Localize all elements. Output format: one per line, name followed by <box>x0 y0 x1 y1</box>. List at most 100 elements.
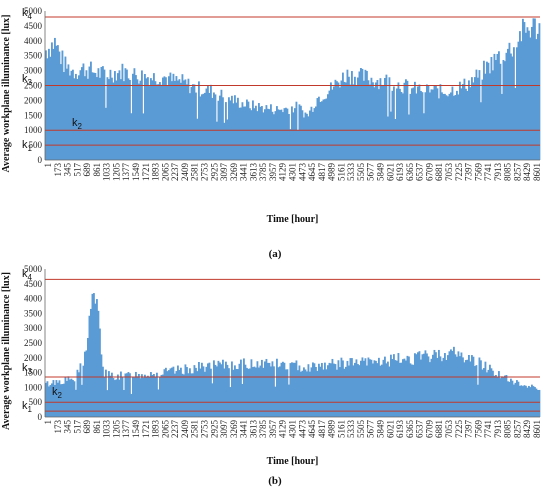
bar <box>438 349 440 417</box>
bar <box>75 73 77 160</box>
bar <box>466 91 469 160</box>
bar <box>268 362 271 417</box>
y-tick-label: 2000 <box>24 353 43 363</box>
bar <box>487 62 490 161</box>
bar <box>105 107 107 160</box>
bar <box>331 358 334 417</box>
bar <box>484 73 487 160</box>
bar <box>442 357 445 417</box>
y-tick-label: 5000 <box>24 264 43 274</box>
bar <box>493 375 496 417</box>
bar <box>334 364 337 417</box>
bar <box>312 111 314 160</box>
bar <box>243 106 245 160</box>
bar <box>273 114 275 160</box>
bar <box>157 84 160 160</box>
bar <box>46 58 49 160</box>
bar <box>496 377 499 417</box>
x-tick-label: 5161 <box>336 163 346 181</box>
x-tick-label: 8601 <box>532 163 542 181</box>
bar <box>397 82 400 160</box>
bar <box>223 122 226 160</box>
bar <box>276 106 278 160</box>
y-tick-label: 1000 <box>24 125 43 135</box>
bar <box>531 26 533 161</box>
bar <box>90 61 92 161</box>
bar <box>366 365 368 417</box>
bar <box>271 361 274 417</box>
x-tick-label: 6193 <box>395 163 405 182</box>
bar <box>415 354 418 417</box>
bar <box>100 354 103 417</box>
bar <box>258 103 260 160</box>
bar <box>270 104 272 160</box>
bar <box>525 385 527 417</box>
bar <box>528 385 530 417</box>
x-tick-label: 3441 <box>239 163 249 181</box>
bar <box>394 119 397 160</box>
x-tick-label: 4129 <box>278 163 288 182</box>
x-tick-label: 4989 <box>327 163 337 182</box>
bar <box>301 110 304 160</box>
x-tick-label: 2925 <box>209 163 219 182</box>
bar <box>138 373 140 417</box>
bar <box>262 112 265 160</box>
bar <box>91 72 94 160</box>
bar <box>475 365 478 417</box>
bar <box>163 76 166 160</box>
bar <box>304 369 307 417</box>
bar <box>381 364 383 417</box>
bar <box>283 362 286 417</box>
bar <box>322 369 325 417</box>
y-tick-label: 0 <box>38 155 43 165</box>
bar <box>145 78 148 160</box>
y-tick-label: 3000 <box>24 66 43 76</box>
bar <box>84 351 86 417</box>
bar <box>268 109 271 160</box>
bar <box>450 92 452 160</box>
bar <box>492 70 494 160</box>
bar <box>130 113 133 160</box>
bar <box>423 353 425 417</box>
bar <box>256 361 259 417</box>
bar <box>276 358 278 417</box>
bar <box>57 382 59 417</box>
bar <box>324 99 326 160</box>
x-tick-label: 5333 <box>346 420 356 439</box>
bar <box>481 369 484 417</box>
bar <box>511 380 514 417</box>
bar <box>534 18 536 161</box>
bar <box>319 366 322 417</box>
bar <box>79 363 82 417</box>
bar <box>141 374 143 417</box>
bar <box>171 367 173 417</box>
bar <box>48 48 50 160</box>
x-tick-label: 3613 <box>248 420 258 439</box>
bar <box>159 82 161 160</box>
bar <box>166 85 169 160</box>
bar <box>264 109 266 160</box>
bar <box>247 368 250 417</box>
bar <box>457 351 460 417</box>
y-tick-label: 3500 <box>24 51 43 61</box>
bar <box>64 376 67 417</box>
bar <box>375 360 377 417</box>
bar <box>390 111 392 160</box>
bar <box>339 367 341 417</box>
bar <box>127 372 130 417</box>
x-tick-label: 3269 <box>229 163 239 182</box>
bar <box>237 369 239 417</box>
bar <box>117 73 119 160</box>
bar <box>454 95 457 160</box>
x-tick-label: 1033 <box>102 163 112 182</box>
bar <box>289 129 292 160</box>
bar <box>337 82 340 160</box>
bar <box>100 66 103 160</box>
x-tick-label: 4817 <box>317 163 327 182</box>
bar <box>261 106 263 160</box>
bar <box>349 84 352 160</box>
bar <box>538 23 541 160</box>
bar <box>337 360 340 417</box>
bar <box>375 82 377 160</box>
bar <box>193 84 196 160</box>
